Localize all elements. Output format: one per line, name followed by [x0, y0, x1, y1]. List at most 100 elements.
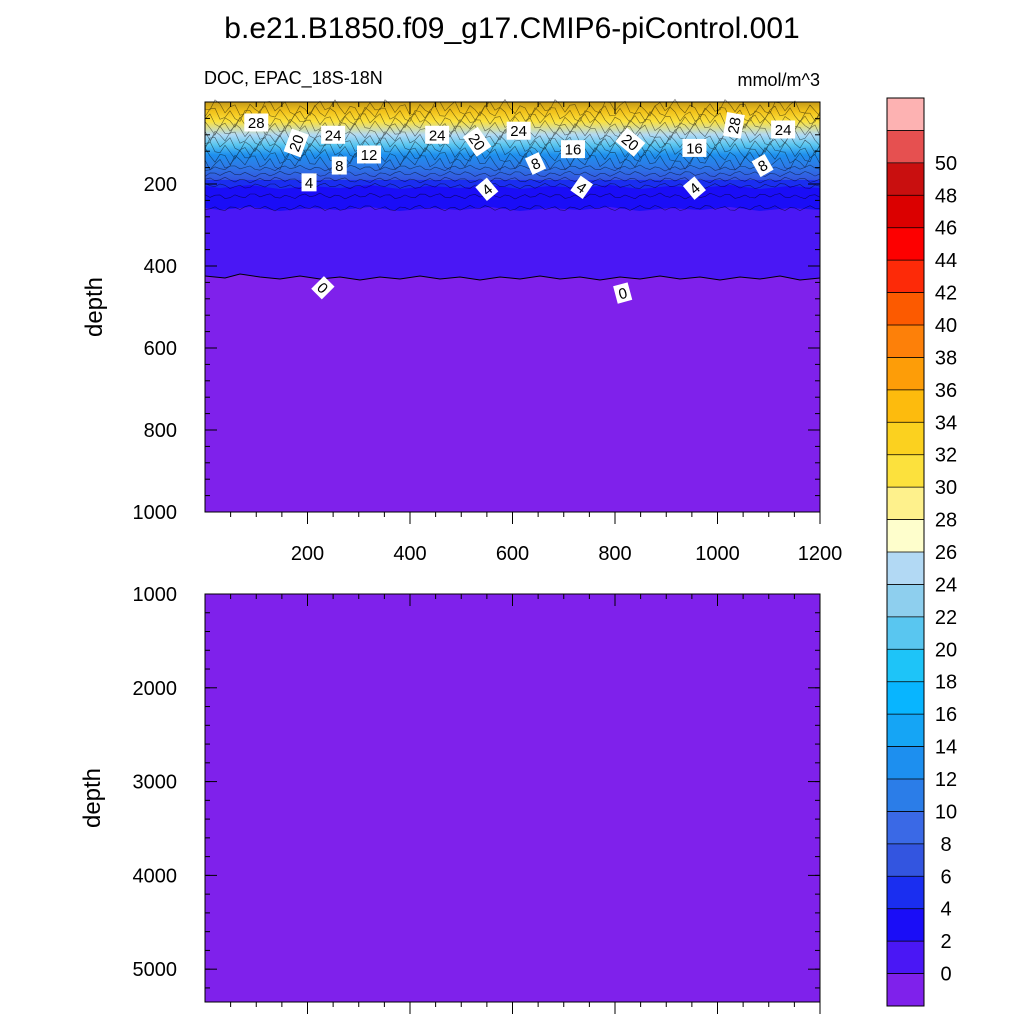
y-tick-label: 600: [144, 338, 177, 360]
contour-label-box: [321, 125, 346, 144]
isoline: [204, 192, 821, 200]
contour-label-box: [570, 175, 593, 199]
x-tick-label: 1200: [798, 543, 843, 565]
contour-label-text: 24: [510, 123, 527, 140]
contour-label: 28: [722, 111, 745, 139]
x-tick-label: 200: [291, 543, 324, 565]
contour-label-text: 24: [325, 127, 342, 144]
colorbar-label: 8: [940, 834, 951, 856]
colorbar-swatch: [887, 325, 924, 358]
isoline: [204, 164, 821, 172]
colorbar-label: 40: [935, 315, 957, 337]
contour-label: 4: [682, 176, 706, 200]
contour-label-box: [682, 176, 706, 200]
contour-label-text: 16: [686, 140, 703, 157]
colorbar-label: 34: [935, 412, 957, 434]
top-x-axis: 200 4 0 0 600 800 1000 1200: [230, 102, 843, 565]
colorbar-label: 42: [935, 283, 957, 305]
contour-zero-line: [204, 273, 821, 281]
contour-label-box: [682, 138, 707, 157]
colorbar-swatch: [887, 714, 924, 747]
colorbar-swatch: [887, 519, 924, 553]
contour-label: 24: [425, 125, 450, 144]
contour-label-box: [506, 121, 531, 140]
contour-label: 4: [475, 177, 499, 202]
colorbar-label: 0: [940, 964, 951, 986]
contour-label-text: 28: [725, 116, 745, 135]
colorbar-swatch: [887, 227, 924, 261]
colorbar-swatch: [887, 552, 924, 585]
colorbar-swatch: [887, 941, 924, 974]
contour-label: 16: [682, 138, 707, 157]
y-tick-label: 5000: [133, 959, 178, 981]
contour-label: 24: [321, 125, 346, 144]
contour-label-text: 20: [465, 131, 488, 154]
contour-label: 8: [331, 156, 347, 175]
bottom-x-axis: [230, 594, 821, 1014]
contour-label: 28: [244, 113, 269, 132]
colorbar-swatch: [887, 908, 924, 942]
isoline: [204, 146, 821, 166]
colorbar-label: 20: [935, 639, 957, 661]
contour-label: 0: [613, 282, 633, 304]
contour-label-box: [615, 127, 646, 157]
isoline: [204, 204, 820, 212]
colorbar-swatch: [887, 649, 924, 683]
chart-title: b.e21.B1850.f09_g17.CMIP6-piControl.001: [224, 12, 799, 45]
colorbar-swatch: [887, 811, 924, 845]
colorbar-label: 36: [935, 380, 957, 402]
colorbar-swatch: [887, 260, 924, 293]
contour-label-box: [751, 154, 774, 178]
contour-label-box: [613, 282, 633, 304]
colorbar-swatch: [887, 746, 924, 780]
x-tick-label: 600: [496, 543, 529, 565]
x-tick-label: 800: [598, 543, 631, 565]
colorbar-swatch: [887, 98, 924, 131]
contour-label-box: [301, 173, 317, 192]
bottom-panel: 1000 2000 3000 4000 5000 depth: [79, 584, 821, 1014]
contour-label-box: [244, 113, 269, 132]
colorbar-swatch: [887, 843, 924, 877]
y-tick-label: 4000: [133, 865, 178, 887]
colorbar-label: 12: [935, 769, 957, 791]
bottom-y-axis: 1000 2000 3000 4000 5000: [133, 584, 820, 989]
contour-label: 16: [560, 140, 585, 159]
contour-label: 0: [311, 276, 335, 300]
colorbar-swatch: [887, 584, 924, 618]
colorbar-label: 6: [940, 866, 951, 888]
y-tick-label: 400: [144, 256, 177, 278]
bottom-y-axis-label: depth: [79, 768, 106, 828]
contour-label: 24: [771, 120, 796, 139]
contour-label-box: [722, 111, 745, 139]
contour-label-box: [283, 128, 309, 158]
colorbar-frame: [886, 97, 925, 1007]
colorbar-swatch: [887, 779, 924, 812]
y-tick-label: 800: [144, 420, 177, 442]
colorbar-swatch: [887, 130, 924, 164]
contour-label-box: [475, 177, 499, 202]
colorbar-label: 50: [935, 153, 957, 175]
contour-label: 8: [751, 154, 774, 178]
contour-label-box: [560, 140, 585, 159]
colorbar-label: 26: [935, 542, 957, 564]
colorbar-swatch: [887, 357, 924, 391]
colorbar-label: 46: [935, 218, 957, 240]
contour-label-box: [311, 276, 335, 300]
contour-label: 12: [357, 145, 381, 164]
contour-label-box: [331, 156, 347, 175]
contour-label-box: [524, 152, 547, 175]
colorbar-label: 48: [935, 185, 957, 207]
bottom-panel-background: [205, 594, 820, 1002]
contour-label-text: 4: [305, 175, 313, 192]
colorbar-label: 14: [935, 737, 957, 759]
colorbar-label: 2: [940, 931, 951, 953]
contour-label: 4: [301, 173, 317, 192]
contour-label: 4: [570, 175, 593, 199]
x-tick-label: 1000: [695, 543, 740, 565]
variable-region-label: DOC, EPAC_18S-18N: [204, 68, 383, 89]
colorbar-label: 18: [935, 672, 957, 694]
colorbar-label: 22: [935, 607, 957, 629]
top-y-axis-label: depth: [81, 277, 108, 337]
